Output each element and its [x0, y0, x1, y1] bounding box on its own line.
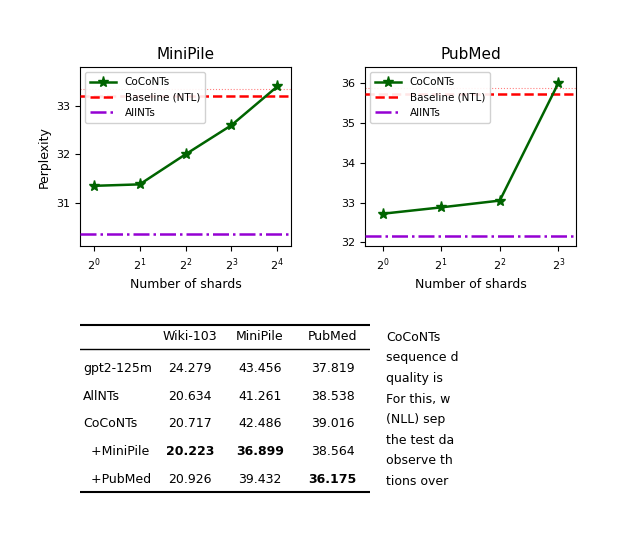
Text: For this, w: For this, w [387, 392, 451, 406]
Text: 20.634: 20.634 [168, 390, 212, 402]
Text: PubMed: PubMed [308, 330, 357, 343]
CoCoNTs [228, 122, 236, 129]
CoCoNTs [182, 151, 189, 158]
CoCoNTs [379, 210, 387, 217]
Text: CoCoNTs: CoCoNTs [83, 418, 137, 430]
Baseline (NTL) [379, 91, 387, 97]
X-axis label: Number of shards: Number of shards [415, 278, 526, 291]
Line: CoCoNTs: CoCoNTs [377, 78, 564, 219]
Legend: CoCoNTs, Baseline (NTL), AllNTs: CoCoNTs, Baseline (NTL), AllNTs [85, 72, 205, 123]
AllNTs [90, 231, 98, 238]
CoCoNTs [90, 182, 98, 189]
X-axis label: Number of shards: Number of shards [130, 278, 241, 291]
Line: CoCoNTs: CoCoNTs [88, 81, 283, 191]
Text: 39.432: 39.432 [238, 473, 282, 486]
Text: 42.486: 42.486 [238, 418, 282, 430]
Text: gpt2-125m: gpt2-125m [83, 362, 152, 375]
CoCoNTs [136, 181, 143, 188]
Text: 20.926: 20.926 [168, 473, 212, 486]
Text: quality is: quality is [387, 372, 443, 385]
Text: observe th: observe th [387, 454, 453, 467]
Y-axis label: Perplexity: Perplexity [38, 126, 51, 188]
Text: +MiniPile: +MiniPile [83, 446, 149, 458]
AllNTs [136, 231, 143, 238]
CoCoNTs [555, 80, 563, 87]
Text: Wiki-103: Wiki-103 [163, 330, 218, 343]
CoCoNTs [437, 204, 445, 211]
Text: MiniPile: MiniPile [236, 330, 284, 343]
Text: 20.717: 20.717 [168, 418, 212, 430]
Text: 24.279: 24.279 [168, 362, 212, 375]
Text: 37.819: 37.819 [311, 362, 355, 375]
Baseline (NTL) [437, 91, 445, 97]
Text: AllNTs: AllNTs [83, 390, 120, 402]
CoCoNTs [496, 197, 504, 204]
Text: (NLL) sep: (NLL) sep [387, 413, 445, 426]
Legend: CoCoNTs, Baseline (NTL), AllNTs: CoCoNTs, Baseline (NTL), AllNTs [370, 72, 490, 123]
Baseline (NTL) [136, 93, 143, 100]
AllNTs [379, 233, 387, 240]
AllNTs [437, 233, 445, 240]
Title: MiniPile: MiniPile [156, 47, 214, 61]
Text: 38.564: 38.564 [311, 446, 355, 458]
Text: tions over: tions over [387, 475, 449, 488]
Text: 43.456: 43.456 [238, 362, 282, 375]
Text: sequence d: sequence d [387, 352, 459, 364]
Text: the test da: the test da [387, 434, 454, 447]
Text: 41.261: 41.261 [238, 390, 282, 402]
Text: 36.175: 36.175 [308, 473, 356, 486]
Text: 39.016: 39.016 [311, 418, 355, 430]
Title: PubMed: PubMed [440, 47, 501, 61]
CoCoNTs [273, 83, 281, 90]
Text: +PubMed: +PubMed [83, 473, 151, 486]
Text: 36.899: 36.899 [236, 446, 284, 458]
Text: 38.538: 38.538 [311, 390, 355, 402]
Baseline (NTL) [90, 93, 98, 100]
Text: CoCoNTs: CoCoNTs [387, 331, 440, 344]
Text: 20.223: 20.223 [166, 446, 214, 458]
